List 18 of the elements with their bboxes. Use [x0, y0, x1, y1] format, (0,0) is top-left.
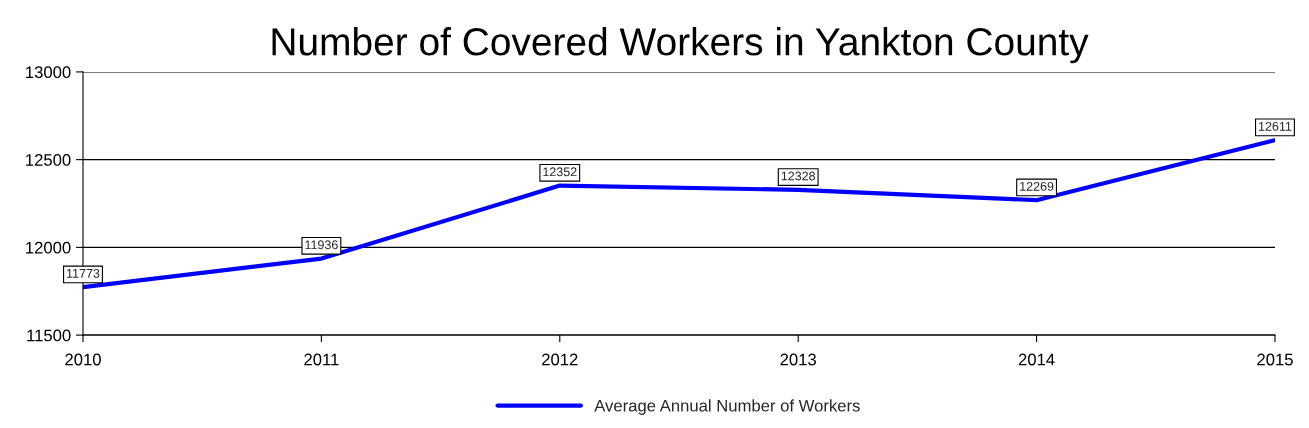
data-label: 12352 — [543, 167, 577, 177]
x-tick-label: 2012 — [542, 353, 578, 366]
data-label: 11936 — [305, 240, 338, 250]
x-tick-label: 2015 — [1257, 353, 1293, 366]
y-tick-label: 12000 — [26, 241, 71, 254]
legend-label: Average Annual Number of Workers — [594, 399, 860, 415]
x-tick-label: 2010 — [65, 353, 101, 366]
y-tick-label: 11500 — [27, 329, 71, 342]
x-tick-label: 2014 — [1018, 353, 1055, 366]
x-tick-label: 2011 — [304, 353, 339, 366]
data-label: 12328 — [781, 171, 816, 181]
data-label: 12611 — [1259, 121, 1292, 131]
data-label: 12269 — [1020, 181, 1054, 191]
y-tick-label: 12500 — [26, 154, 71, 166]
data-label: 11773 — [67, 268, 100, 278]
x-tick-label: 2013 — [780, 353, 816, 366]
y-tick-label: 13000 — [26, 66, 71, 79]
chart-title: Number of Covered Workers in Yankton County — [272, 27, 1089, 64]
